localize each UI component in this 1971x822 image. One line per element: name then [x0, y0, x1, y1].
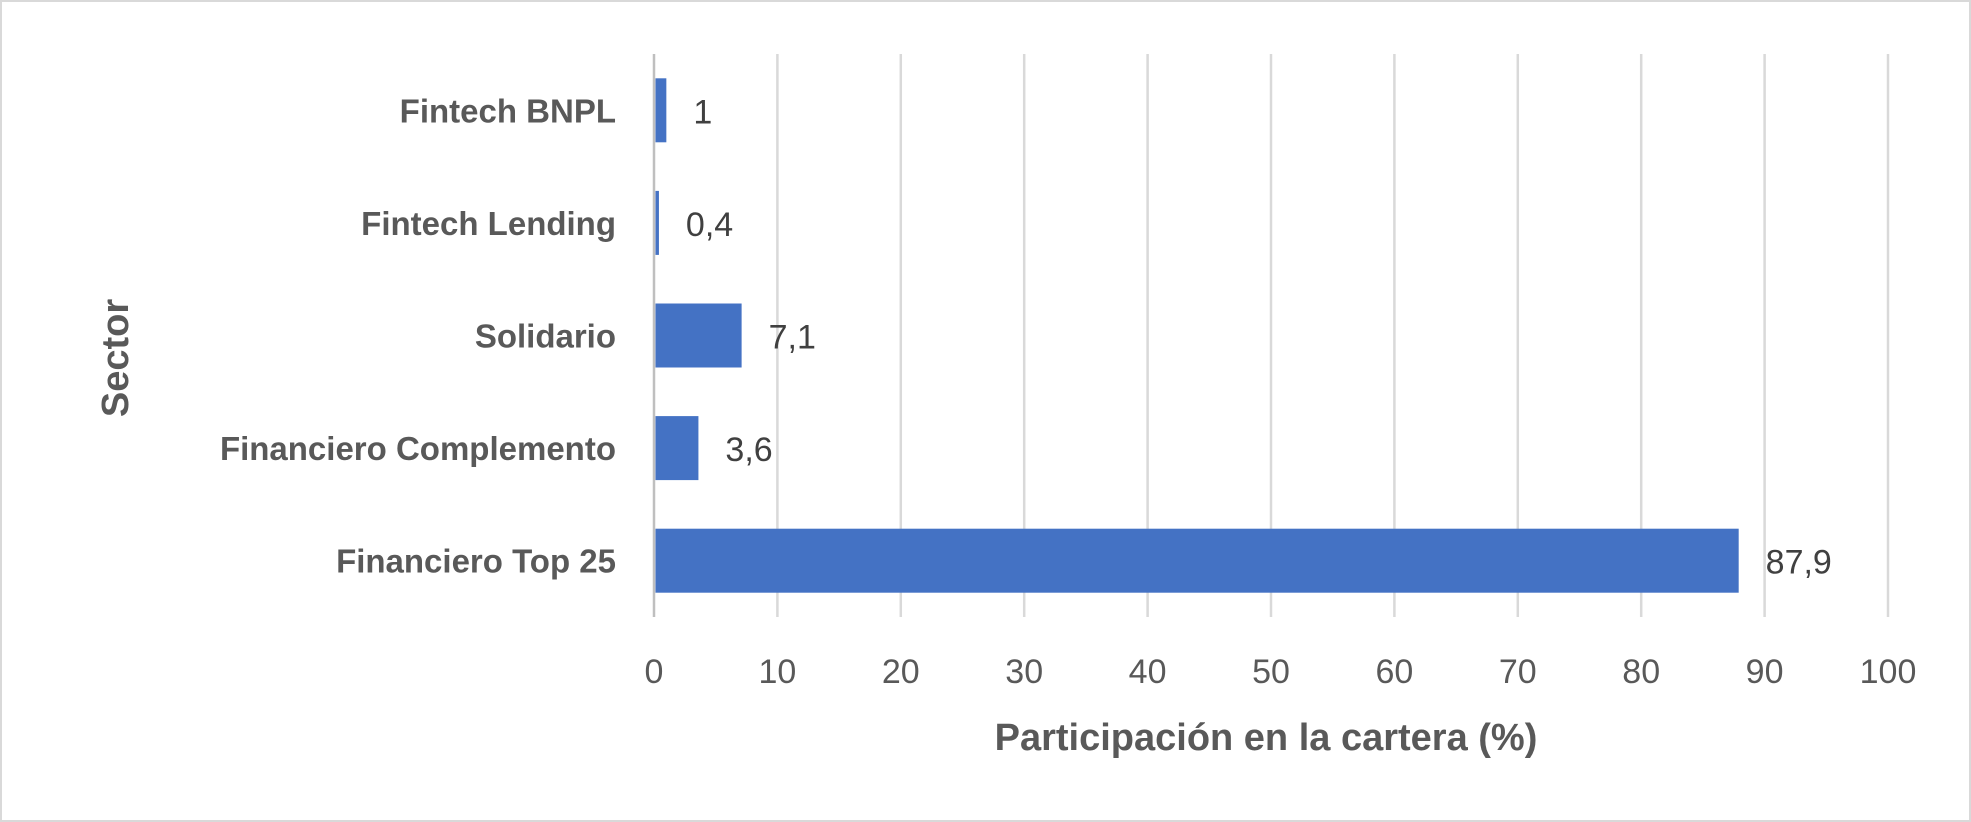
bar [655, 190, 659, 255]
category-label: Financiero Top 25 [336, 543, 616, 580]
bar [655, 416, 699, 481]
x-tick-label: 0 [645, 653, 664, 691]
category-label: Fintech Lending [361, 205, 616, 242]
x-tick-label: 80 [1622, 653, 1660, 691]
bar [655, 303, 742, 368]
x-tick-label: 20 [882, 653, 920, 691]
x-tick-label: 70 [1499, 653, 1537, 691]
category-label: Solidario [475, 318, 616, 355]
data-label: 7,1 [769, 319, 816, 357]
x-tick-label: 30 [1005, 653, 1043, 691]
x-tick-label: 50 [1252, 653, 1290, 691]
data-label: 1 [693, 93, 712, 131]
x-tick-label: 40 [1129, 653, 1167, 691]
data-labels: 1 0,4 7,1 3,6 87,9 [686, 93, 1832, 581]
x-tick-label: 60 [1375, 653, 1413, 691]
x-tick-label: 100 [1860, 653, 1917, 691]
bars [655, 78, 1739, 593]
category-label: Financiero Complemento [220, 430, 616, 467]
bar [655, 528, 1739, 593]
data-label: 0,4 [686, 206, 733, 244]
gridlines [652, 54, 1890, 617]
bar [655, 78, 667, 143]
x-tick-label: 90 [1746, 653, 1784, 691]
x-axis-title: Participación en la cartera (%) [995, 717, 1538, 759]
data-label: 87,9 [1766, 544, 1832, 582]
y-axis-title: Sector [95, 299, 137, 417]
x-tick-label: 10 [758, 653, 796, 691]
x-tick-labels: 0 10 20 30 40 50 60 70 80 90 100 [645, 653, 1917, 691]
data-label: 3,6 [725, 431, 772, 469]
category-labels: Fintech BNPL Fintech Lending Solidario Fina… [220, 92, 616, 579]
category-label: Fintech BNPL [400, 92, 616, 129]
